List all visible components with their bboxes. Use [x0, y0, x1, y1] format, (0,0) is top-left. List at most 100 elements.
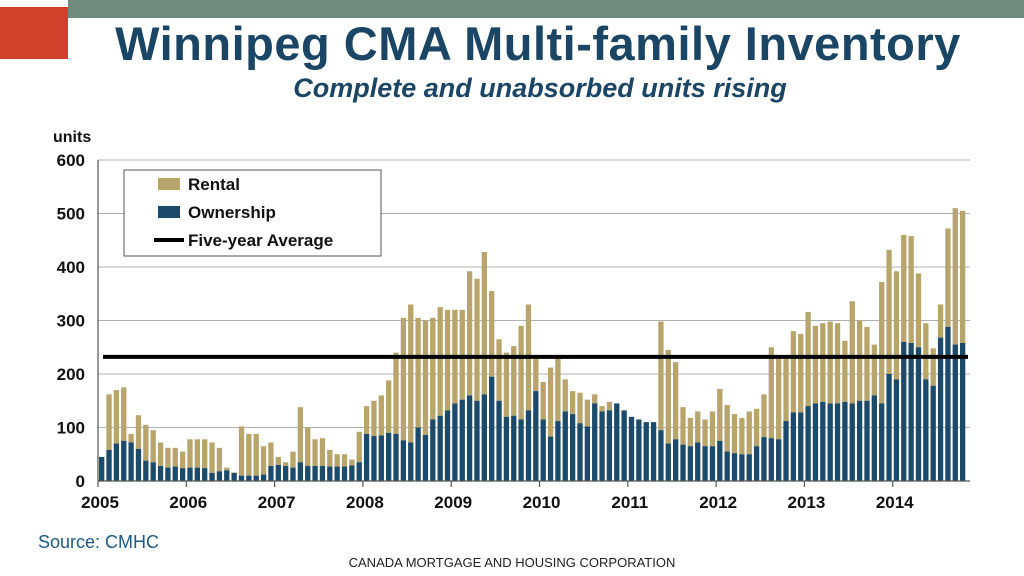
rental-bar	[952, 208, 958, 345]
rental-bar	[172, 447, 178, 467]
rental-bar	[194, 439, 200, 468]
ownership-bar	[827, 403, 833, 481]
ownership-bar	[761, 437, 767, 481]
x-tick-label: 2005	[81, 493, 119, 512]
ownership-bar	[886, 374, 892, 481]
ownership-bar	[165, 467, 171, 481]
ownership-bar	[363, 433, 370, 481]
ownership-bar	[356, 462, 362, 481]
rental-bar	[246, 433, 252, 476]
ownership-bar	[466, 395, 473, 481]
ownership-bar	[290, 467, 296, 481]
ownership-bar	[599, 411, 605, 481]
ownership-bar	[702, 446, 708, 481]
ownership-bar	[739, 454, 745, 481]
ownership-bar	[459, 399, 465, 481]
rental-bar	[378, 395, 384, 436]
rental-bar	[268, 442, 274, 467]
ownership-bar	[216, 471, 223, 481]
rental-bar	[481, 252, 487, 395]
y-tick-label: 300	[57, 312, 85, 331]
ownership-bar	[246, 475, 252, 481]
rental-bar	[776, 359, 782, 440]
ownership-bar	[533, 391, 539, 481]
rental-bar	[459, 309, 465, 400]
rental-bar	[584, 399, 590, 427]
ownership-bar	[893, 379, 900, 481]
rental-bar	[658, 321, 664, 431]
ownership-bar	[231, 472, 237, 481]
rental-bar	[842, 340, 848, 402]
ownership-bar	[569, 414, 576, 481]
ownership-bar	[260, 474, 267, 481]
ownership-bar	[643, 422, 649, 481]
ownership-bar	[717, 440, 723, 481]
rental-bar	[893, 271, 900, 380]
ownership-bar	[658, 430, 664, 481]
rental-bar	[437, 307, 443, 416]
rental-bar	[121, 387, 127, 441]
source-note: Source: CMHC	[38, 532, 160, 552]
ownership-bar	[99, 456, 105, 481]
ownership-bar	[908, 342, 914, 481]
ownership-bar	[879, 403, 885, 481]
ownership-bar	[820, 401, 826, 481]
rental-bar	[768, 347, 774, 439]
ownership-bar	[157, 466, 164, 481]
ownership-bar	[746, 454, 752, 481]
ownership-bar	[297, 462, 304, 481]
rental-bar	[179, 451, 186, 469]
ownership-bar	[452, 403, 458, 481]
rental-bar	[363, 406, 370, 434]
rental-bar	[599, 406, 605, 412]
rental-bar	[687, 417, 694, 447]
ownership-bar	[386, 432, 392, 481]
legend-label: Five-year Average	[188, 231, 333, 250]
ownership-bar	[496, 400, 502, 481]
ownership-bar	[915, 347, 922, 481]
y-tick-label: 400	[57, 258, 85, 277]
rental-bar	[216, 447, 223, 472]
rental-bar	[820, 323, 826, 402]
ownership-bar	[856, 400, 863, 481]
ownership-bar	[143, 460, 149, 481]
ownership-bar	[724, 451, 730, 481]
rental-bar	[739, 417, 745, 455]
accent-top-bar	[68, 0, 1024, 18]
ownership-bar	[430, 419, 436, 481]
ownership-bar	[937, 337, 944, 481]
rental-bar	[540, 382, 546, 420]
rental-bar	[408, 304, 414, 443]
ownership-bar	[305, 466, 311, 481]
ownership-bar	[209, 472, 215, 481]
rental-bar	[253, 433, 259, 476]
rental-bar	[260, 446, 267, 475]
rental-bar	[143, 424, 149, 461]
rental-bar	[592, 394, 598, 404]
rental-bar	[356, 431, 362, 463]
ownership-bar	[871, 395, 877, 481]
ownership-bar	[695, 442, 701, 481]
ownership-bar	[621, 410, 627, 481]
ownership-bar	[194, 467, 200, 481]
ownership-bar	[268, 466, 274, 481]
ownership-bar	[179, 468, 186, 481]
ownership-bar	[812, 403, 819, 481]
rental-bar	[290, 451, 296, 468]
ownership-bar	[540, 419, 546, 481]
ownership-bar	[437, 415, 443, 481]
ownership-bar	[489, 376, 495, 481]
slide-title: Winnipeg CMA Multi-family Inventory	[115, 17, 961, 70]
ownership-bar	[959, 342, 966, 481]
rental-bar	[606, 401, 613, 411]
ownership-bar	[282, 466, 289, 481]
footer-text: CANADA MORTGAGE AND HOUSING CORPORATION	[348, 555, 676, 570]
rental-bar	[305, 427, 311, 467]
ownership-bar	[577, 423, 583, 481]
ownership-bar	[798, 412, 804, 481]
ownership-bar	[945, 326, 951, 481]
rental-bar	[959, 210, 966, 343]
rental-bar	[113, 390, 120, 444]
y-tick-label: 100	[57, 419, 85, 438]
rental-bar	[489, 291, 495, 377]
